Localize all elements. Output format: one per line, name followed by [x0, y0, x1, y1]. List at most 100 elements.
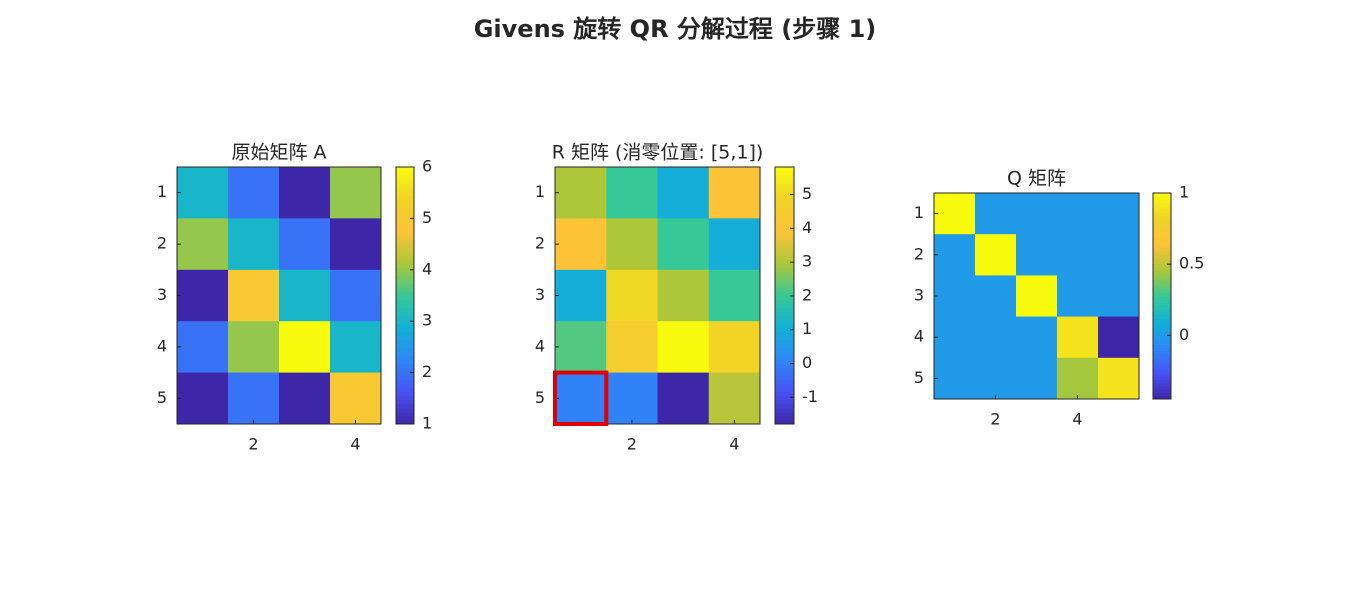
- colorbar-segment: [1153, 337, 1171, 342]
- cell: [279, 269, 331, 322]
- colorbar-segment: [1153, 302, 1171, 307]
- cell: [934, 275, 976, 318]
- colorbar-segment: [775, 227, 794, 232]
- cell: [228, 167, 280, 219]
- colorbar-segment: [396, 307, 414, 313]
- colorbar-segment: [1153, 363, 1171, 368]
- colorbar-segment: [1153, 331, 1171, 336]
- colorbar-segment: [1153, 305, 1171, 310]
- colorbar-segment: [1153, 334, 1171, 339]
- colorbar-segment: [396, 183, 414, 188]
- colorbar-segment: [1153, 234, 1171, 239]
- colorbar-segment: [396, 199, 414, 204]
- colorbar-segment: [396, 403, 414, 409]
- colorbar-segment: [775, 311, 794, 317]
- colorbar-segment: [1153, 231, 1171, 236]
- colorbar-segment: [396, 399, 414, 405]
- colorbar-segment: [1153, 376, 1171, 381]
- colorbar-segment: [396, 195, 414, 200]
- colorbar-tick-label: -1: [802, 387, 818, 406]
- cell: [606, 167, 658, 219]
- cell: [555, 269, 607, 322]
- cell: [228, 269, 280, 322]
- colorbar-segment: [396, 239, 414, 244]
- y-tick-label: 3: [535, 285, 545, 304]
- colorbar-segment: [775, 203, 794, 208]
- colorbar-segment: [396, 331, 414, 337]
- y-tick-label: 4: [157, 336, 167, 355]
- cell: [606, 321, 658, 374]
- cell: [1057, 357, 1099, 400]
- colorbar-segment: [1153, 202, 1171, 207]
- colorbar-segment: [396, 355, 414, 361]
- colorbar-segment: [396, 291, 414, 296]
- colorbar-segment: [396, 415, 414, 421]
- colorbar-segment: [396, 367, 414, 373]
- colorbar-segment: [1153, 257, 1171, 262]
- colorbar-segment: [1153, 286, 1171, 291]
- cell: [177, 269, 229, 322]
- colorbar-segment: [775, 339, 794, 345]
- cell: [708, 372, 761, 425]
- colorbar-tick-label: 1: [1179, 183, 1189, 202]
- cell: [279, 167, 331, 219]
- cell: [228, 218, 280, 271]
- colorbar-segment: [775, 295, 794, 301]
- cell: [330, 372, 382, 425]
- colorbar-segment: [396, 347, 414, 353]
- y-tick-label: 5: [535, 388, 545, 407]
- colorbar-segment: [396, 227, 414, 232]
- colorbar-segment: [775, 283, 794, 288]
- colorbar-segment: [396, 395, 414, 401]
- colorbar-segment: [396, 335, 414, 341]
- colorbar-segment: [1153, 370, 1171, 374]
- colorbar-segment: [1153, 228, 1171, 233]
- colorbar-segment: [775, 223, 794, 228]
- colorbar-segment: [1153, 350, 1171, 355]
- cell: [975, 357, 1017, 400]
- colorbar-segment: [396, 283, 414, 288]
- colorbar-segment: [1153, 199, 1171, 204]
- y-tick-label: 5: [914, 368, 924, 387]
- colorbar-segment: [775, 335, 794, 341]
- colorbar-segment: [396, 171, 414, 176]
- colorbar-segment: [396, 339, 414, 345]
- colorbar-segment: [775, 419, 794, 425]
- cell: [177, 218, 229, 271]
- cell: [1098, 193, 1140, 235]
- colorbar-segment: [1153, 254, 1171, 258]
- colorbar-tick-label: 2: [802, 285, 812, 304]
- cell: [657, 218, 710, 271]
- cell: [606, 269, 658, 322]
- colorbar-segment: [775, 291, 794, 296]
- cell: [708, 269, 761, 322]
- colorbar-segment: [1153, 283, 1171, 287]
- colorbar-segment: [1153, 218, 1171, 223]
- colorbar-tick-label: 0.5: [1179, 254, 1204, 273]
- colorbar-segment: [1153, 267, 1171, 271]
- y-tick-label: 1: [914, 203, 924, 222]
- y-tick-label: 4: [914, 327, 924, 346]
- colorbar-segment: [775, 355, 794, 361]
- colorbar-segment: [775, 199, 794, 204]
- colorbar-segment: [1153, 315, 1171, 320]
- colorbar-box: [1152, 192, 1172, 400]
- colorbar-tick-label: 5: [802, 184, 812, 203]
- colorbar-segment: [775, 275, 794, 280]
- colorbar-segment: [775, 263, 794, 268]
- cell: [177, 372, 229, 425]
- colorbar-segment: [396, 251, 414, 256]
- colorbar-segment: [1153, 296, 1171, 300]
- colorbar-segment: [775, 251, 794, 256]
- colorbar-segment: [396, 267, 414, 272]
- colorbar-segment: [775, 307, 794, 313]
- y-tick-label: 2: [157, 234, 167, 253]
- colorbar-segment: [1153, 360, 1171, 365]
- cell: [1057, 193, 1099, 235]
- cell: [1016, 275, 1058, 318]
- colorbar-segment: [396, 255, 414, 260]
- colorbar-segment: [775, 359, 794, 365]
- colorbar-segment: [396, 379, 414, 385]
- colorbar-segment: [1153, 292, 1171, 297]
- colorbar-tick-label: 4: [802, 218, 812, 237]
